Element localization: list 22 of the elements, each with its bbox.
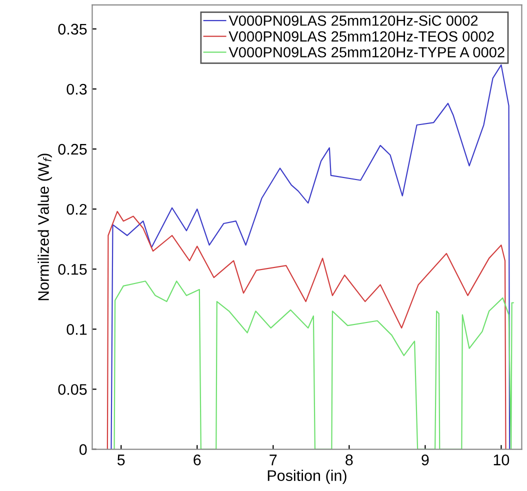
x-tick-label: 8 xyxy=(346,454,353,466)
legend-label: V000PN09LAS 25mm120Hz-TYPE A 0002 xyxy=(228,47,504,58)
y-tick-label: 0.35 xyxy=(58,24,87,35)
y-tick-label: 0.15 xyxy=(58,264,87,275)
y-tick-label: 0.25 xyxy=(58,144,87,155)
y-tick-label: 0.1 xyxy=(66,324,87,335)
y-tick-label: 0.2 xyxy=(66,204,87,215)
x-tick-label: 7 xyxy=(270,454,277,466)
line-series xyxy=(106,210,506,450)
y-tick-label: 0.3 xyxy=(66,84,87,95)
x-tick-label: 9 xyxy=(422,454,429,466)
line-series xyxy=(114,280,514,450)
x-axis-title: Position (in) xyxy=(268,470,346,484)
y-tick-label: 0.05 xyxy=(58,384,87,395)
legend-label: V000PN09LAS 25mm120Hz-SiC 0002 xyxy=(228,15,478,26)
x-tick-label: 5 xyxy=(117,454,125,466)
y-tick-label: 0 xyxy=(79,444,87,455)
x-tick-label: 6 xyxy=(194,454,201,466)
line-series xyxy=(110,64,510,450)
x-tick-label: 10 xyxy=(494,454,510,466)
y-axis-title: Normilized Value (W$_{f}$) xyxy=(38,154,52,300)
legend-label: V000PN09LAS 25mm120Hz-TEOS 0002 xyxy=(228,31,494,42)
